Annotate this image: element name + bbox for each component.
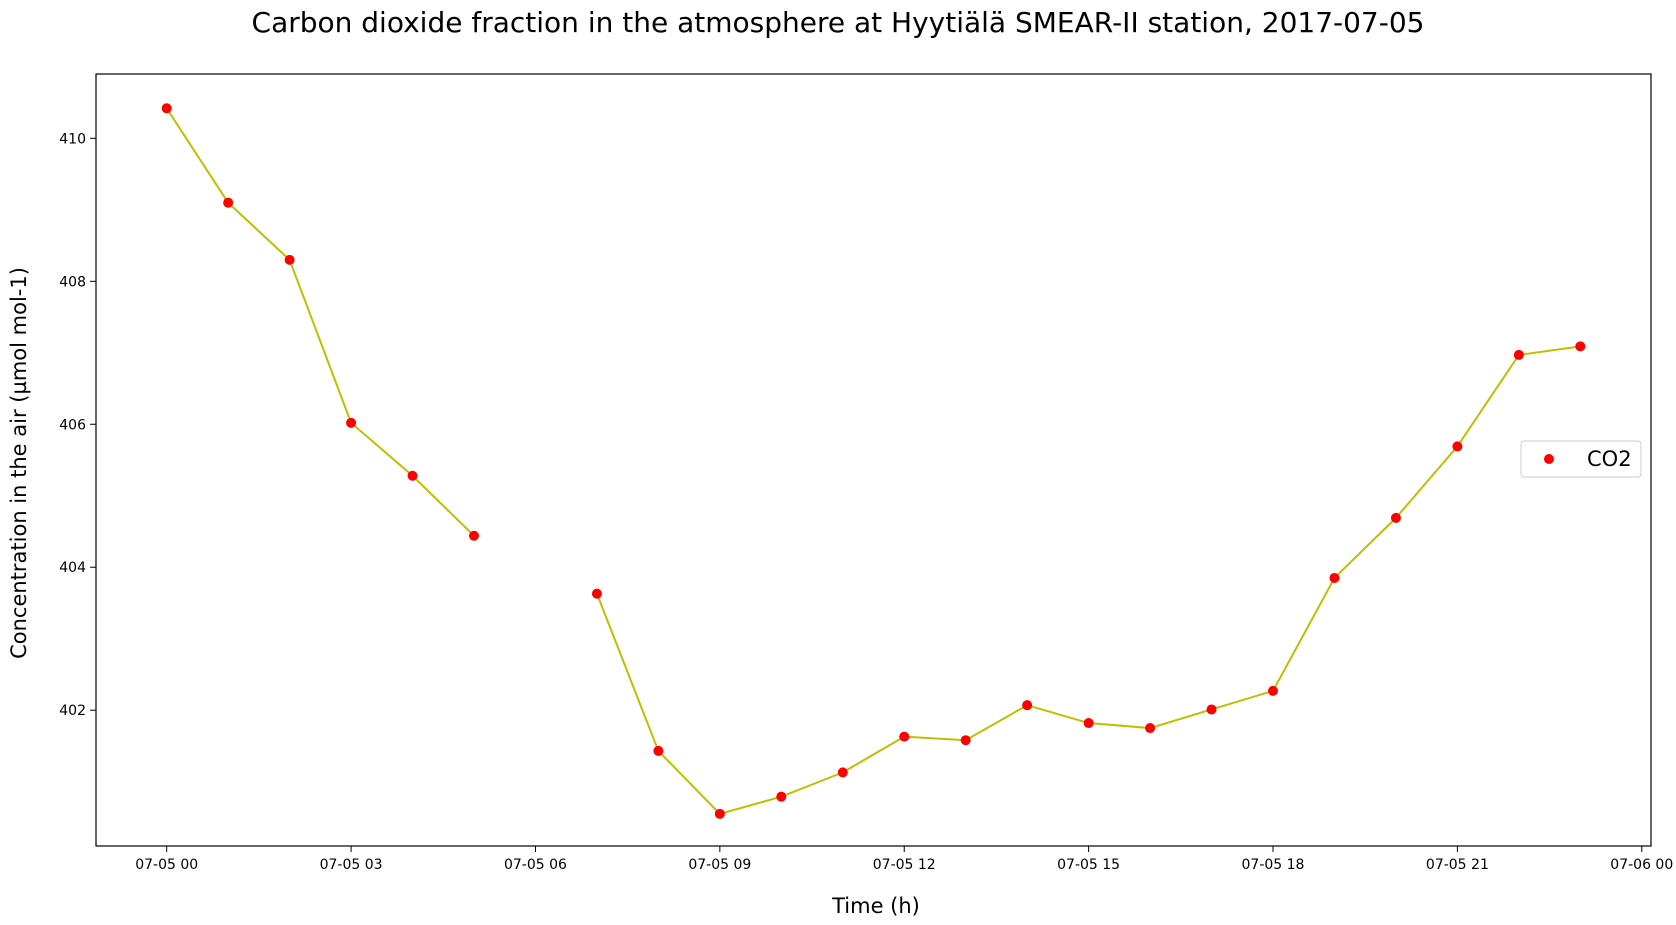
data-point	[1206, 704, 1217, 715]
x-axis-ticks: 07-05 00 07-05 03 07-05 06 07-05 09 07-05 12…	[135, 846, 1673, 873]
data-point	[899, 731, 910, 742]
data-point	[468, 530, 479, 541]
data-point	[1575, 341, 1586, 352]
data-point	[346, 417, 357, 428]
x-tick-label: 07-05 15	[1057, 857, 1120, 873]
y-tick-label: 410	[59, 131, 86, 147]
data-point	[837, 767, 848, 778]
series-line-co2	[165, 107, 475, 537]
x-tick-label: 07-05 03	[320, 857, 383, 873]
y-tick-label: 404	[59, 560, 86, 576]
y-tick-label: 406	[59, 417, 86, 433]
y-tick-label: 408	[59, 274, 86, 290]
x-tick-label: 07-05 09	[688, 857, 751, 873]
x-tick-label: 07-05 18	[1242, 857, 1305, 873]
data-point	[1390, 512, 1401, 523]
legend: CO2	[1520, 440, 1642, 478]
data-point	[1145, 723, 1156, 734]
legend-marker	[1544, 454, 1554, 464]
legend-box	[1520, 440, 1642, 478]
legend-label-co2: CO2	[1587, 447, 1632, 471]
data-point	[714, 808, 725, 819]
x-tick-label: 07-05 06	[504, 857, 567, 873]
data-point	[223, 197, 234, 208]
data-point	[1083, 718, 1094, 729]
y-tick-label: 402	[59, 703, 86, 719]
plot-content	[161, 103, 1586, 819]
x-tick-label: 07-05 00	[135, 857, 198, 873]
data-point	[284, 254, 295, 265]
y-axis-label: Concentration in the air (µmol mol-1)	[7, 267, 31, 659]
data-point	[591, 588, 602, 599]
x-tick-label: 07-05 12	[873, 857, 936, 873]
data-point	[407, 470, 418, 481]
data-point	[1452, 441, 1463, 452]
data-point	[1329, 572, 1340, 583]
y-axis-ticks: 402 404 406 408 410	[59, 131, 96, 719]
x-tick-label: 07-05 21	[1426, 857, 1489, 873]
series-line-co2	[595, 345, 1581, 815]
data-point	[161, 103, 172, 114]
data-point	[1513, 349, 1524, 360]
plot-frame	[95, 73, 1652, 847]
data-point	[1022, 700, 1033, 711]
data-point	[960, 735, 971, 746]
x-axis-label: Time (h)	[831, 894, 920, 918]
data-point	[653, 745, 664, 756]
x-tick-label: 07-06 00	[1610, 857, 1673, 873]
chart-title: Carbon dioxide fraction in the atmospher…	[252, 6, 1425, 39]
data-point	[1268, 685, 1279, 696]
data-point	[776, 791, 787, 802]
